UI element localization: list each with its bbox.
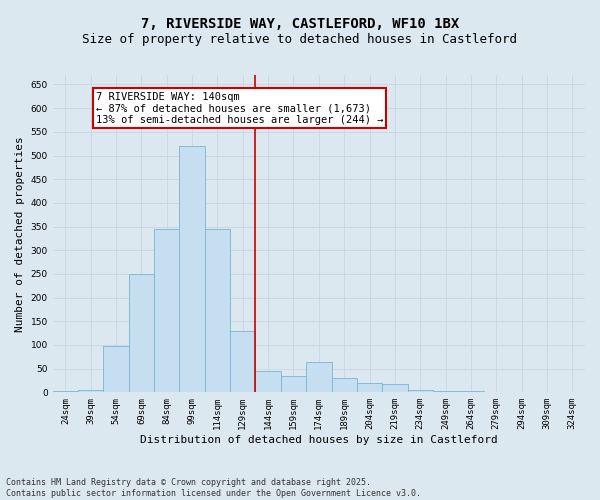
Bar xyxy=(103,346,129,393)
Bar xyxy=(78,390,103,392)
Bar xyxy=(281,376,306,392)
Bar xyxy=(205,229,230,392)
Text: 7, RIVERSIDE WAY, CASTLEFORD, WF10 1BX: 7, RIVERSIDE WAY, CASTLEFORD, WF10 1BX xyxy=(141,18,459,32)
Bar xyxy=(154,229,179,392)
Text: 7 RIVERSIDE WAY: 140sqm
← 87% of detached houses are smaller (1,673)
13% of semi: 7 RIVERSIDE WAY: 140sqm ← 87% of detache… xyxy=(96,92,383,125)
Text: Contains HM Land Registry data © Crown copyright and database right 2025.
Contai: Contains HM Land Registry data © Crown c… xyxy=(6,478,421,498)
Bar xyxy=(129,274,154,392)
Bar xyxy=(332,378,357,392)
Bar xyxy=(357,383,382,392)
Bar xyxy=(433,391,458,392)
Text: Size of property relative to detached houses in Castleford: Size of property relative to detached ho… xyxy=(83,32,517,46)
X-axis label: Distribution of detached houses by size in Castleford: Distribution of detached houses by size … xyxy=(140,435,498,445)
Bar xyxy=(382,384,407,392)
Bar xyxy=(306,362,332,392)
Bar xyxy=(256,371,281,392)
Y-axis label: Number of detached properties: Number of detached properties xyxy=(15,136,25,332)
Bar xyxy=(230,331,256,392)
Bar xyxy=(407,390,433,392)
Bar xyxy=(179,146,205,392)
